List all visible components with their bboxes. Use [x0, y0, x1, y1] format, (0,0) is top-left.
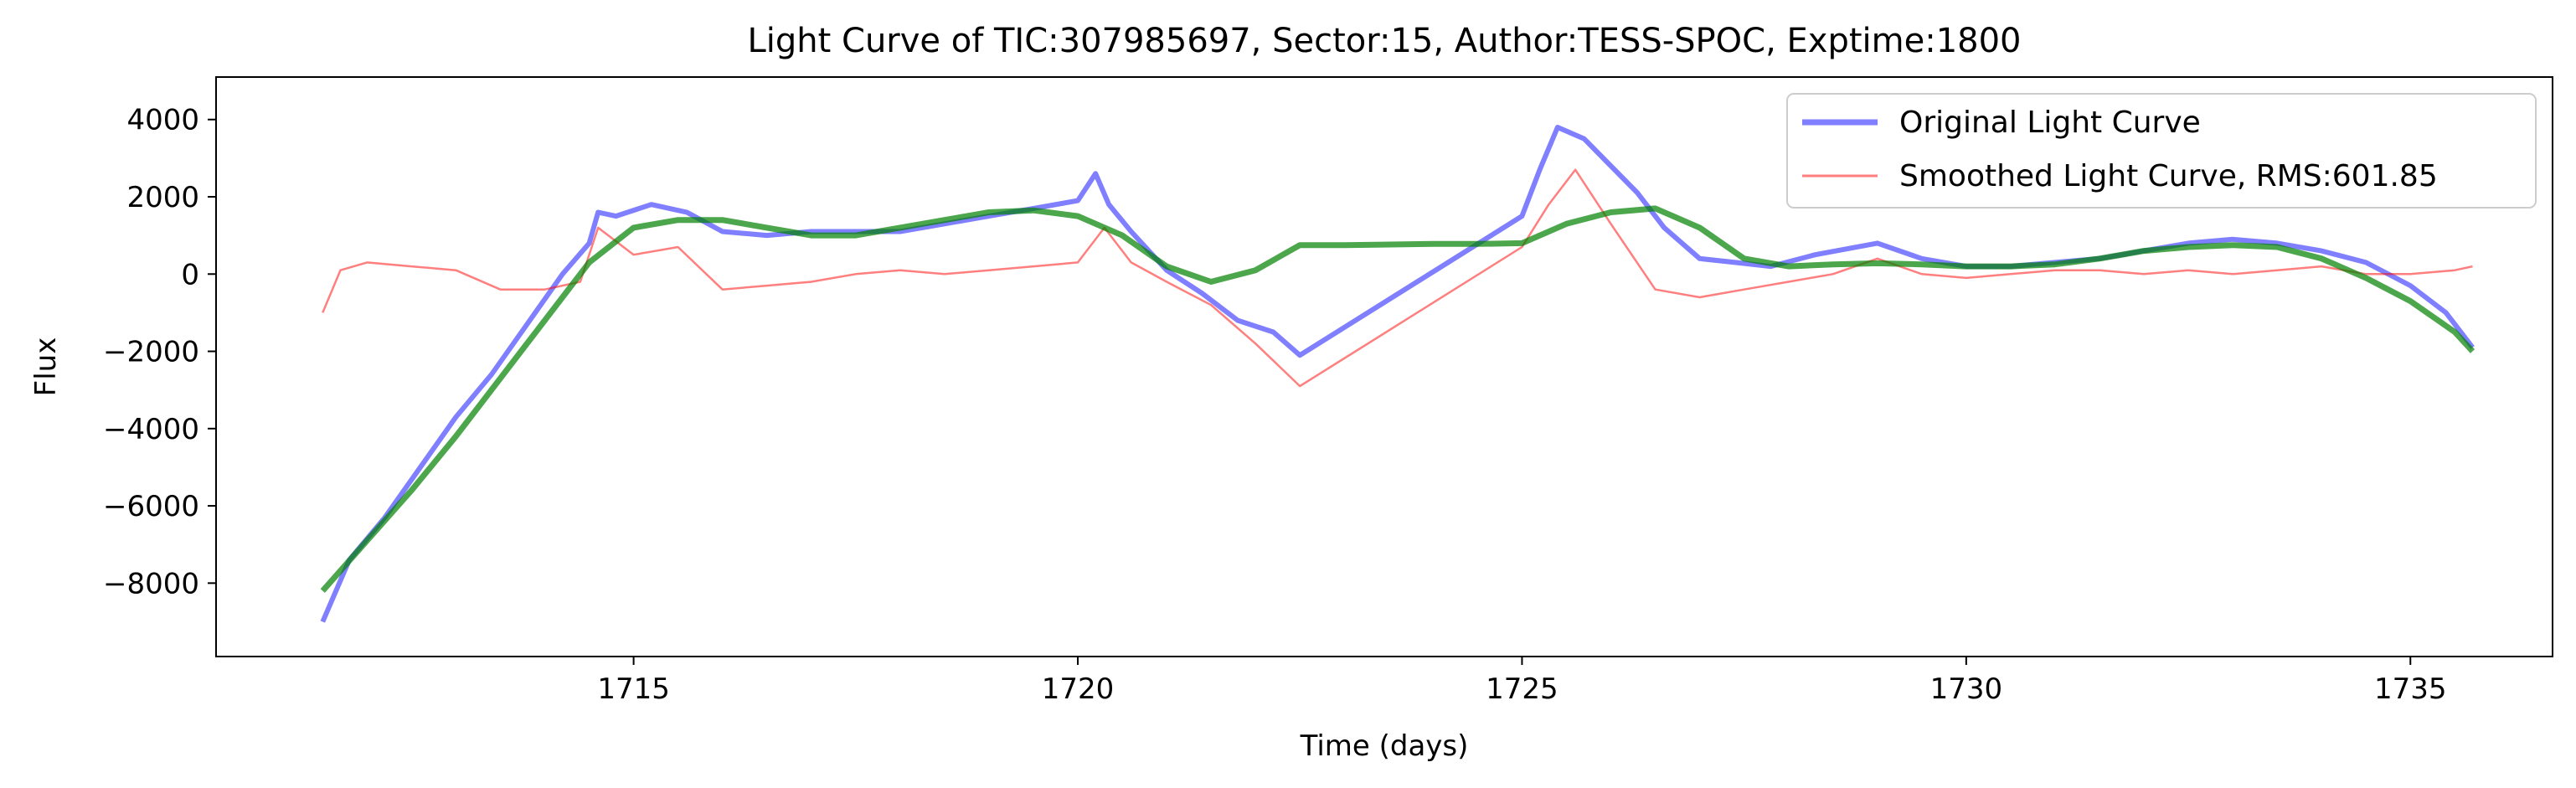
y-axis-label: Flux	[29, 337, 63, 397]
plot-frame	[215, 76, 2553, 657]
y-tick-label: −8000	[103, 567, 199, 600]
legend-label-smoothed: Smoothed Light Curve, RMS:601.85	[1899, 159, 2438, 193]
x-axis-label: Time (days)	[1300, 729, 1469, 763]
chart-title: Light Curve of TIC:307985697, Sector:15,…	[747, 22, 2021, 60]
plot-area	[215, 76, 2553, 657]
y-tick-label: 4000	[126, 104, 199, 137]
x-tick-label: 1735	[2374, 672, 2447, 706]
series-layer	[320, 125, 2476, 623]
series-trend-line	[320, 205, 2476, 593]
y-tick-label: −4000	[103, 413, 199, 446]
y-tick-label: 0	[181, 258, 199, 291]
y-tick-label: −6000	[103, 490, 199, 523]
x-axis: 1715 1720 1725 1730 1735	[597, 657, 2447, 706]
x-tick-label: 1730	[1930, 672, 2003, 706]
y-tick-label: 2000	[126, 181, 199, 214]
x-tick-label: 1720	[1042, 672, 1115, 706]
legend-label-original: Original Light Curve	[1899, 106, 2201, 140]
y-axis: −8000 −6000 −4000 −2000 0 2000 4000	[103, 104, 216, 600]
legend: Original Light Curve Smoothed Light Curv…	[1786, 93, 2537, 209]
y-tick-label: −2000	[103, 336, 199, 369]
x-tick-label: 1715	[597, 672, 670, 706]
x-tick-label: 1725	[1486, 672, 1558, 706]
series-smoothed-line	[322, 168, 2473, 388]
legend-box	[1786, 93, 2537, 209]
